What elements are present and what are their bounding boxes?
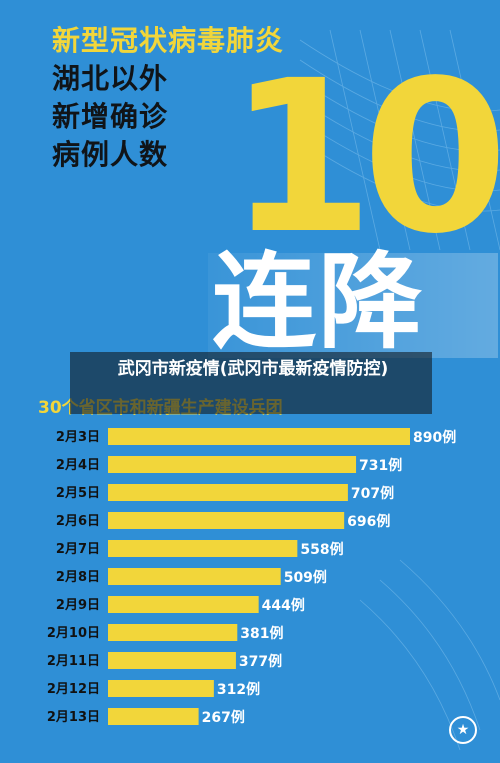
bar: [108, 680, 214, 697]
bar-chart: 2月3日 890例 2月4日 731例 2月5日 707例 2月6日 696例 2月7日 558例…: [47, 428, 456, 726]
category-label: 2月10日: [47, 626, 100, 641]
category-label: 2月6日: [56, 514, 100, 529]
bar: [108, 596, 259, 613]
title-overlay: [70, 352, 432, 414]
value-label: 696例: [347, 513, 390, 530]
value-label: 267例: [202, 709, 245, 726]
value-label: 509例: [284, 569, 327, 586]
value-label: 381例: [240, 625, 283, 642]
big-word: 连降: [212, 241, 425, 363]
headline-line-4: 病例人数: [52, 138, 169, 171]
category-label: 2月9日: [56, 598, 100, 613]
category-label: 2月5日: [56, 486, 100, 501]
category-label: 2月13日: [47, 710, 100, 725]
value-label: 731例: [359, 457, 402, 474]
bar: [108, 456, 357, 473]
headline-line-1: 新型冠状病毒肺炎: [52, 24, 285, 57]
category-label: 2月11日: [47, 654, 100, 669]
bar: [108, 568, 281, 585]
big-number: 10: [228, 35, 500, 280]
bar: [108, 624, 238, 641]
bar: [108, 484, 348, 501]
bar: [108, 540, 298, 557]
bar: [108, 652, 236, 669]
value-label: 707例: [351, 485, 394, 502]
bar: [108, 708, 199, 725]
headline-line-2: 湖北以外: [52, 62, 169, 95]
value-label: 312例: [217, 681, 260, 698]
category-label: 2月4日: [56, 458, 100, 473]
category-label: 2月7日: [56, 542, 100, 557]
bar: [108, 512, 345, 529]
category-label: 2月12日: [47, 682, 100, 697]
value-label: 377例: [239, 653, 282, 670]
light-streak: [208, 253, 498, 358]
category-label: 2月3日: [56, 430, 100, 445]
bar: [108, 428, 410, 445]
value-label: 890例: [413, 429, 456, 446]
category-label: 2月8日: [56, 570, 100, 585]
value-label: 444例: [262, 597, 305, 614]
headline-line-3: 新增确诊: [52, 100, 169, 133]
value-label: 558例: [300, 541, 343, 558]
overlay-title: 武冈市新疫情(武冈市最新疫情防控): [117, 359, 389, 379]
national-emblem-icon: ★: [449, 716, 477, 744]
